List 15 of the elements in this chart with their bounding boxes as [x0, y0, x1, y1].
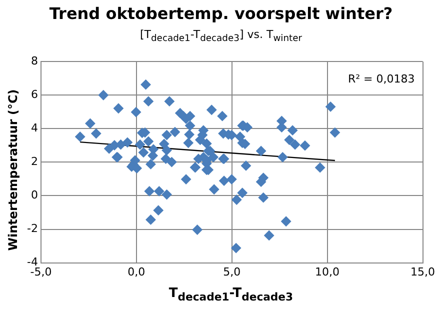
x-tick-label: 15,0	[410, 265, 436, 278]
x-tick-label: 0,0	[128, 265, 146, 278]
x-tick-label: 10,0	[315, 265, 340, 278]
chart-title: Trend oktobertemp. voorspelt winter?	[48, 4, 394, 23]
y-tick-label: 0	[30, 188, 38, 202]
x-axis-title: T$_{decade1}$-T$_{decade3}$	[168, 286, 294, 304]
y-tick-label: 4	[30, 122, 38, 135]
y-tick-label: 2	[30, 155, 38, 168]
y-tick-label: 6	[30, 88, 38, 101]
annotation: R² = 0,0183	[348, 72, 415, 86]
y-axis-title: Wintertemperatuur (°C)	[6, 89, 20, 251]
chart-subtitle: [T$_{decade1}$-T$_{decade3}$] vs. T$_{winter}$	[138, 28, 304, 44]
y-tick-label: -2	[27, 222, 38, 236]
y-tick-label: 8	[30, 54, 38, 68]
x-tick-label: 5,0	[223, 265, 241, 278]
